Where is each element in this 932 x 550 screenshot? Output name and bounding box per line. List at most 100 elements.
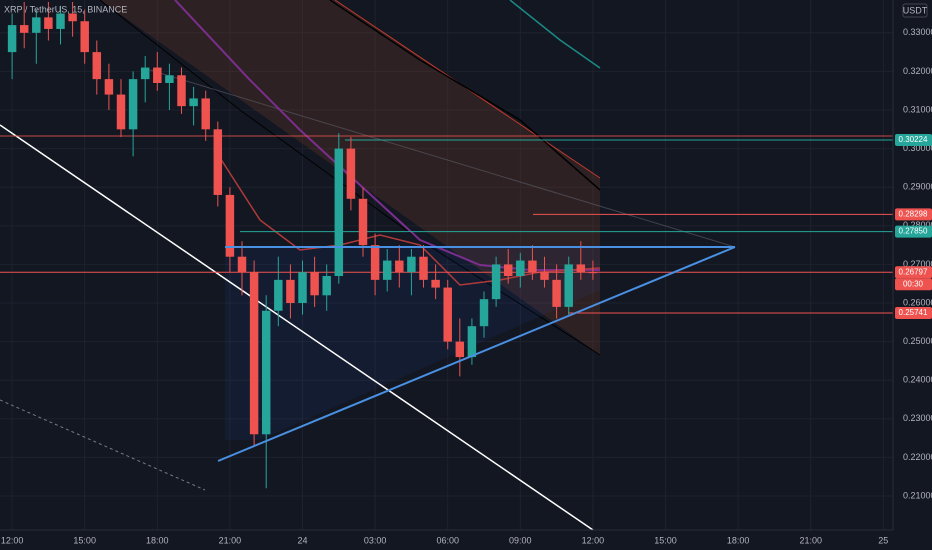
candle-body	[479, 299, 489, 327]
candle-body	[56, 13, 65, 29]
currency: USDT	[903, 5, 928, 15]
candle-body	[261, 310, 271, 435]
candle-body	[516, 260, 525, 277]
x-tick-label: 09:00	[509, 535, 532, 545]
price-label-box	[895, 208, 932, 221]
candle-body	[68, 13, 77, 22]
dashed-line	[0, 399, 206, 491]
countdown: 00:30	[903, 279, 924, 288]
triangle-bottom	[217, 246, 736, 462]
white-trend-line	[0, 124, 594, 531]
x-tick-label: 12:00	[582, 535, 605, 545]
x-tick-label: 12:00	[1, 535, 24, 545]
candle-body	[237, 256, 247, 273]
price-label-box	[895, 225, 932, 238]
candles	[7, 1, 598, 489]
candle-body	[370, 245, 380, 280]
candle-body	[140, 67, 150, 80]
candle-body	[128, 79, 138, 130]
candle-body	[552, 279, 561, 307]
candle-body	[274, 279, 283, 311]
x-tick-label: 21:00	[219, 535, 242, 545]
candle-body	[431, 279, 440, 288]
candle-body	[358, 198, 368, 246]
candle-body	[491, 264, 501, 300]
candle-body	[395, 260, 404, 273]
candle-body	[116, 94, 126, 130]
candle-body	[104, 79, 114, 95]
trend-line	[149, 69, 736, 248]
candle-body	[443, 287, 452, 342]
candle-body	[564, 264, 573, 307]
x-tick-label: 21:00	[799, 535, 822, 545]
candle-body	[334, 148, 344, 277]
x-tick-label: 24	[297, 535, 307, 545]
candle-body	[286, 279, 295, 304]
candle-body	[588, 272, 598, 274]
ma-teal	[509, 0, 601, 69]
candle-body	[32, 17, 41, 33]
x-tick-label: 15:00	[654, 535, 677, 545]
candle-body	[213, 129, 223, 195]
price-label: 0.30224	[899, 135, 928, 144]
candle-body	[44, 17, 53, 29]
candle-body	[249, 272, 259, 435]
candle-body	[177, 75, 186, 107]
x-tick-label: 06:00	[436, 535, 459, 545]
countdown-box	[895, 278, 932, 291]
price-lines	[0, 139, 893, 314]
x-tick-label: 18:00	[727, 535, 750, 545]
candle-body	[189, 98, 198, 107]
candle-body	[310, 272, 319, 296]
candle-body	[346, 148, 356, 199]
candle-body	[201, 98, 210, 130]
y-tick-label: 0.33000	[903, 27, 932, 37]
candle-body	[92, 52, 102, 80]
price-label-box	[895, 307, 932, 320]
x-tick-label: 15:00	[73, 535, 96, 545]
candle-body	[407, 256, 416, 273]
x-tick-label: 03:00	[364, 535, 387, 545]
price-label: 0.26797	[899, 267, 928, 276]
currency-box	[902, 3, 928, 18]
chart-title: XRP / TetherUS, 15, BINANCE	[4, 4, 127, 14]
channel-bottom	[99, 0, 601, 356]
price-label: 0.27850	[899, 227, 928, 236]
candle-body	[528, 260, 537, 273]
candle-body	[165, 75, 174, 83]
candle-body	[80, 21, 89, 53]
candle-body	[7, 25, 17, 53]
candle-body	[467, 326, 477, 358]
candle-body	[225, 194, 235, 257]
candle-body	[382, 260, 392, 280]
price-label-box	[895, 133, 932, 146]
candle-body	[298, 272, 307, 304]
candle-body	[419, 256, 428, 280]
ma-black	[329, 0, 601, 191]
candle-body	[576, 264, 586, 273]
candle-body	[540, 272, 549, 280]
candle-body	[503, 264, 513, 277]
price-label: 0.25741	[899, 308, 928, 317]
candle-body	[19, 25, 29, 33]
candle-body	[455, 341, 465, 358]
price-label: 0.28298	[899, 209, 928, 218]
x-tick-label: 18:00	[146, 535, 169, 545]
candle-body	[322, 276, 331, 296]
